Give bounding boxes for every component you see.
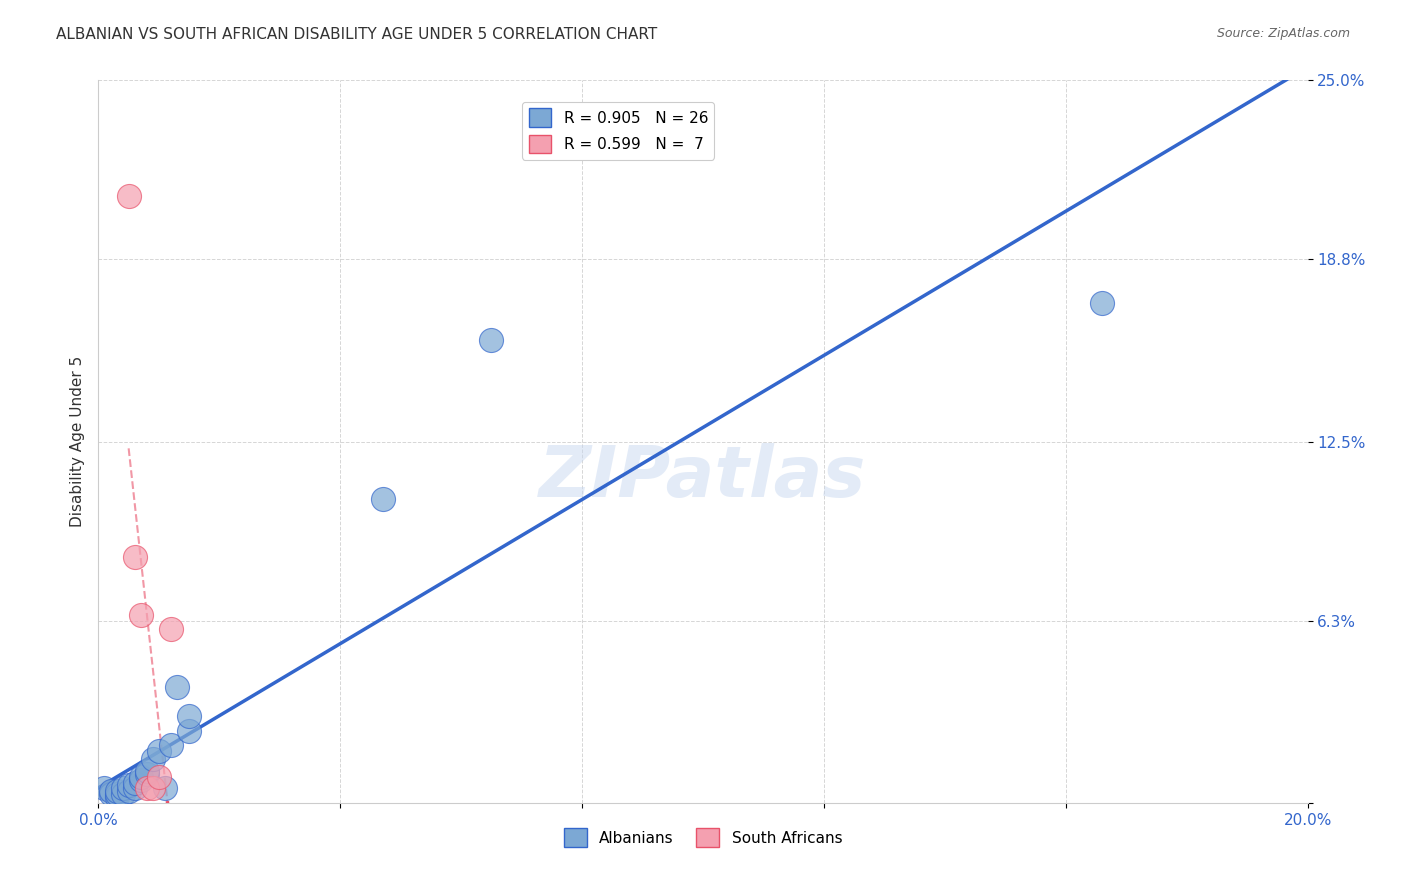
Point — [118, 784, 141, 798]
Point — [111, 781, 134, 796]
Text: Source: ZipAtlas.com: Source: ZipAtlas.com — [1216, 27, 1350, 40]
Point — [105, 787, 128, 801]
Point — [124, 775, 146, 789]
Point — [118, 779, 141, 793]
Point — [111, 787, 134, 801]
Point — [160, 738, 183, 752]
Point — [148, 770, 170, 784]
Point — [148, 744, 170, 758]
Y-axis label: Disability Age Under 5: Disability Age Under 5 — [69, 356, 84, 527]
Point — [135, 767, 157, 781]
Point — [166, 680, 188, 694]
Point — [129, 772, 152, 787]
Point — [105, 790, 128, 805]
Point — [142, 752, 165, 766]
Legend: Albanians, South Africans: Albanians, South Africans — [558, 822, 848, 853]
Point — [124, 781, 146, 796]
Point — [105, 784, 128, 798]
Text: ZIPatlas: ZIPatlas — [540, 443, 866, 512]
Text: ALBANIAN VS SOUTH AFRICAN DISABILITY AGE UNDER 5 CORRELATION CHART: ALBANIAN VS SOUTH AFRICAN DISABILITY AGE… — [56, 27, 658, 42]
Point — [1091, 295, 1114, 310]
Point — [124, 550, 146, 565]
Point — [153, 781, 176, 796]
Point — [135, 781, 157, 796]
Point — [93, 781, 115, 796]
Point — [142, 781, 165, 796]
Point — [100, 787, 122, 801]
Point — [129, 607, 152, 622]
Point — [160, 623, 183, 637]
Point — [371, 492, 394, 507]
Point — [135, 764, 157, 778]
Point — [100, 784, 122, 798]
Point — [118, 189, 141, 203]
Point — [129, 770, 152, 784]
Point — [179, 723, 201, 738]
Point — [481, 334, 503, 348]
Point — [179, 709, 201, 723]
